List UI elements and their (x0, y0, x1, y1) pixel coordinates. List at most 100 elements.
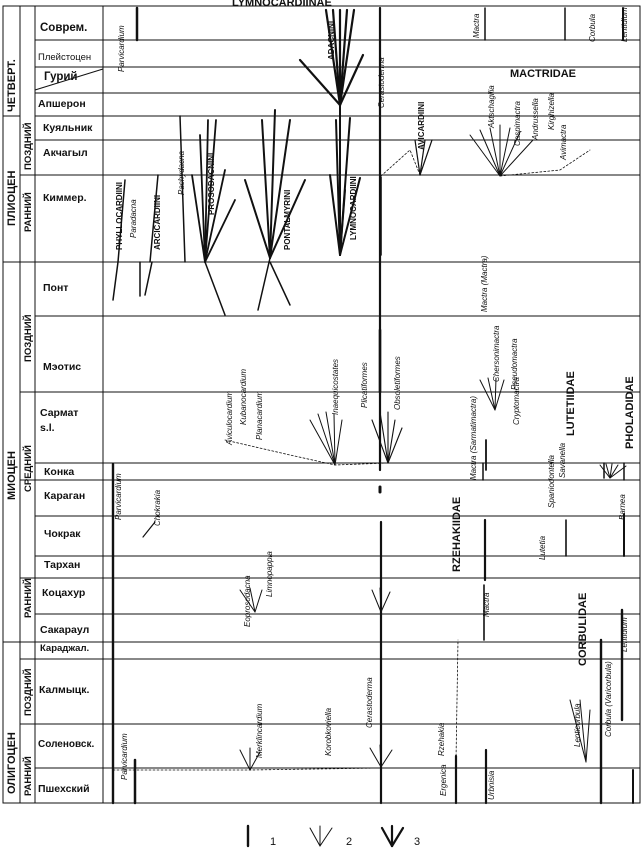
pontalmyrini-fan-0 (244, 179, 271, 259)
obsoletiformes-fan-1 (379, 411, 389, 464)
stage-kotsakhur: Коцахур (42, 587, 85, 599)
taxon-prosodacnini: PROSODACNINI (207, 153, 216, 215)
taxon-inaequicostates: Inaequicostates (331, 359, 340, 415)
taxon-lentidium-low: Lentidium (620, 617, 629, 652)
taxon-ergenica: Ergenica (439, 764, 448, 796)
mactridae-fan-6 (499, 139, 534, 177)
stage-meotis: Мэотис (43, 361, 81, 373)
header-title: LYMNOCARDIINAE (232, 0, 332, 9)
adacnini-fan-1 (331, 8, 342, 107)
taxon-lutetia: Lutetia (538, 535, 547, 560)
taxon-parvicardium-low: Parvicardium (120, 733, 129, 780)
lymnocardiini-fan-1 (335, 119, 341, 256)
pachydacna (179, 115, 186, 263)
subdivision-oligocene-late: ПОЗДНИЙ (22, 668, 34, 716)
taxon-chokrakia: Chokrakia (153, 489, 162, 526)
rzehakia-link (455, 639, 459, 761)
pholadidae-fan-4 (609, 465, 627, 479)
stage-konka: Конка (44, 466, 74, 478)
family-corbulidae: CORBULIDAE (577, 593, 589, 666)
taxon-spaniodontella: Spaniodontella (547, 455, 556, 508)
taxon-corbula: Corbula (588, 13, 597, 42)
stage-kalmyck: Калмыцк. (39, 684, 89, 696)
stage-sakaraul: Сакараул (40, 624, 89, 636)
taxon-chersonimactra: Chersonimactra (492, 325, 501, 382)
taxon-caspimactra: Caspimactra (513, 101, 522, 146)
taxon-savanella: Savanella (558, 442, 567, 478)
lymnocardiini-fan-3 (339, 177, 361, 256)
mactridae-fan-0 (469, 134, 501, 177)
era-quaternary: ЧЕТВЕРТ. (6, 59, 18, 112)
cerastoderma-mid-fan-2 (380, 591, 391, 613)
taxon-phyllocardiini: PHYLLOCARDIINI (115, 182, 124, 250)
pontalmyrini-fan-3 (269, 119, 291, 259)
stage-apsheron: Апшерон (38, 98, 86, 110)
family-lutetiidae: LUTETIIDAE (565, 371, 577, 436)
legend-fan-thin-1 (309, 827, 321, 847)
taxon-obsoletiformes: Obsoletiformes (393, 356, 402, 410)
subdivision-oligocene-early: РАННИЙ (22, 756, 34, 796)
avicardiini-fan-2 (419, 139, 433, 176)
taxon-plicatiformes: Plicatiformes (360, 362, 369, 408)
merklincardium-fan-2 (249, 751, 261, 771)
pholadidae-fan-2 (609, 463, 613, 479)
family-rzehakiidae: RZEHAKIIDAE (451, 497, 463, 572)
prosodacnini-fan-3 (204, 119, 217, 263)
lymnocardiini-fan-0 (329, 174, 341, 256)
stage-sarmat-sl: s.l. (40, 422, 55, 434)
oligocene-link (112, 767, 382, 771)
era-pliocene: ПЛИОЦЕН (6, 171, 18, 226)
inaequicostates-fan-1 (317, 413, 336, 466)
stage-pshekhsky: Пшехский (38, 783, 90, 795)
taxon-avimactra: Avimactra (559, 124, 568, 161)
stage-akchagyl: Акчагыл (43, 147, 88, 159)
avicardiini-fan-0 (414, 139, 421, 176)
pont-branch (269, 261, 291, 306)
chersonimactra-fan-2 (494, 377, 497, 411)
prosodacnini-root (204, 261, 226, 316)
taxon-mactra-low: Mactra (482, 592, 491, 617)
arcicardiini-root (144, 261, 153, 296)
taxon-korobkoviella: Korobkoviella (324, 707, 333, 756)
merklincardium-fan-0 (239, 749, 251, 771)
taxon-barnea: Barnea (618, 494, 627, 520)
taxon-lymnocardiini: LYMNOCARDIINI (349, 176, 358, 240)
cerastoderma-low-fan-1 (379, 744, 382, 768)
inaequicostates-fan-0 (309, 419, 336, 466)
obsoletiformes-fan-4 (387, 427, 403, 464)
phyllocardiini-branch (117, 179, 126, 263)
legend-fan-thick-3 (390, 826, 405, 848)
chersonimactra-fan-1 (487, 377, 496, 411)
taxon-rzehakia: Rzehakia (437, 722, 446, 756)
stage-sarmat: Сармат (40, 407, 78, 419)
stage-pont: Понт (43, 282, 68, 294)
taxon-cryptomactra: Cryptomactra (512, 376, 521, 425)
taxon-lenticorbula: Lenticorbula (573, 703, 582, 747)
family-pholadidae: PHOLADIDAE (624, 376, 636, 449)
family-mactridae: MACTRIDAE (510, 68, 576, 80)
taxon-aktschagilia: Aktschagilia (487, 85, 496, 129)
stage-kimmer: Киммер. (43, 192, 87, 204)
pholadidae-fan-1 (605, 463, 611, 479)
lenticorbula-fan-1 (579, 699, 587, 763)
taxon-pontalmyrini: PONTALMYRINI (283, 190, 292, 250)
taxon-pachydacna: Pachydacna (177, 150, 186, 195)
pholadidae-fan-0 (599, 464, 611, 479)
eoprosodacna-fan-2 (254, 589, 263, 613)
taxon-kubanocardium: Kubanocardium (239, 369, 248, 425)
pontalmyrini-root (257, 257, 271, 311)
eoprosodacna-fan-0 (239, 589, 256, 613)
subdivision-miocene-middle: СРЕДНИЙ (22, 445, 34, 492)
legend-fan-thick-1 (380, 826, 394, 848)
sarmat-link (224, 439, 389, 466)
prosodacnini-fan-2 (204, 119, 209, 263)
taxon-mactra-mactra: Mactra (Mactra) (480, 255, 489, 312)
subdivision-pliocene-late: ПОЗДНИЙ (22, 122, 34, 170)
taxon-planacardium: Planacardium (255, 391, 264, 440)
obsoletiformes-fan-3 (387, 419, 396, 464)
legend-label-1: 1 (270, 836, 276, 848)
cerastoderma-low-fan-2 (380, 749, 393, 768)
cerastoderma-mid-fan-0 (371, 589, 382, 613)
stage-sovrem: Соврем. (40, 22, 87, 34)
taxon-avicardiini: AVICARDIINI (417, 102, 426, 150)
